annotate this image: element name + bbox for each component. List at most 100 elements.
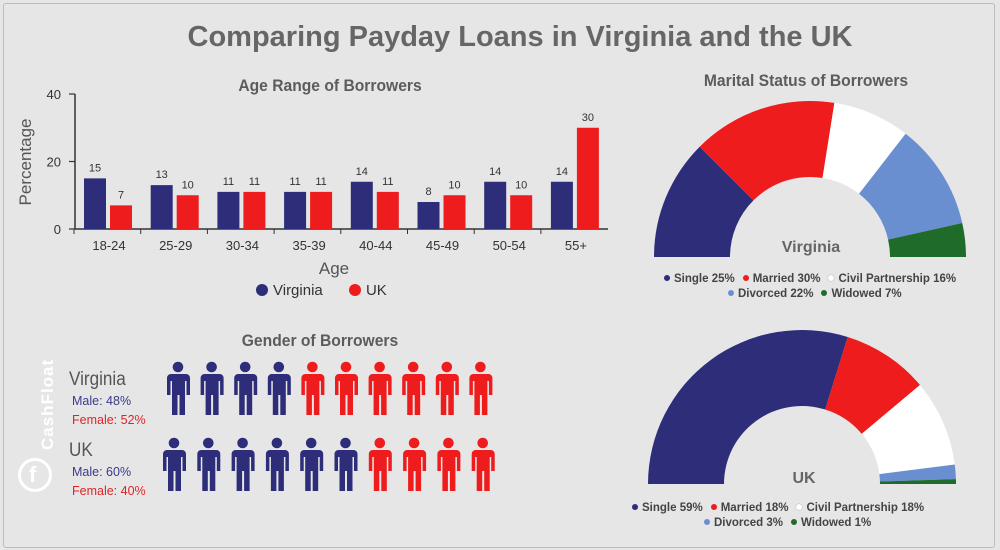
virginia-male-icon: [167, 361, 190, 415]
data-label: 10: [182, 179, 194, 191]
uk-female-icon: [437, 437, 461, 491]
donut-slice-married: [825, 336, 920, 434]
bar-virginia: [417, 202, 440, 229]
y-tick-label: 0: [54, 222, 61, 237]
data-label: 11: [289, 176, 300, 188]
person-body: [301, 374, 325, 415]
pie-legend-swatch: [704, 519, 710, 525]
pie-legend-label: Divorced 22%: [738, 288, 814, 300]
age-bar-chart: 0 20 40 Percentage Age 18-24 15 7 25-29 13 10 30-34…: [16, 87, 608, 278]
gender-uk-female: Female: 40%: [72, 484, 146, 498]
person-head: [408, 437, 420, 449]
gender-icon-grid: [163, 361, 495, 491]
bar-uk: [310, 191, 333, 229]
x-tick-label: 18-24: [92, 238, 125, 253]
person-body: [231, 450, 255, 491]
gender-uk-label: UK: [69, 440, 93, 461]
donut-slice-single: [648, 330, 848, 484]
data-label: 14: [489, 166, 501, 178]
x-tick-label: 35-39: [292, 238, 325, 253]
x-tick-label: 40-44: [359, 238, 392, 253]
uk-male-icon: [197, 437, 221, 491]
donut-slice-civil-partnership: [822, 102, 906, 194]
pie-legend-item: Civil Partnership 18%: [796, 502, 924, 514]
y-axis-label: Percentage: [16, 119, 35, 206]
bar-uk: [443, 195, 466, 229]
pie-legend-swatch: [632, 504, 638, 510]
person-body: [368, 450, 392, 491]
person-head: [475, 361, 486, 373]
person-head: [273, 361, 285, 373]
gender-virginia-label: Virginia: [69, 369, 126, 390]
virginia-male-icon: [267, 361, 291, 415]
donut-slice-civil-partnership: [861, 385, 955, 475]
legend-uk: UK: [348, 282, 387, 299]
pie-legend-item: Widowed 7%: [821, 288, 902, 300]
uk-female-icon: [403, 437, 427, 491]
bar-uk: [576, 127, 599, 229]
virginia-female-icon: [402, 361, 426, 415]
person-body: [437, 450, 461, 491]
x-tick-label: 55+: [565, 238, 587, 253]
person-body: [471, 450, 495, 491]
x-axis-label: Age: [319, 259, 349, 278]
person-body: [435, 374, 459, 415]
gender-virginia-male: Male: 48%: [72, 394, 132, 408]
pie-legend-label: Widowed 7%: [831, 288, 902, 300]
marital-chart-title: Marital Status of Borrowers: [703, 71, 909, 90]
gender-chart-title: Gender of Borrowers: [241, 331, 399, 350]
data-label: 7: [118, 189, 124, 201]
gender-virginia-female: Female: 52%: [72, 413, 146, 427]
person-head: [239, 361, 251, 373]
person-head: [203, 437, 214, 449]
pie-legend-swatch: [742, 275, 749, 281]
age-chart-title: Age Range of Borrowers: [238, 76, 422, 95]
person-body: [300, 450, 324, 491]
legend-uk-swatch: [348, 284, 361, 296]
x-tick-label: 45-49: [426, 238, 459, 253]
person-body: [265, 450, 289, 491]
bar-uk: [243, 191, 266, 229]
bar-virginia: [350, 181, 373, 229]
uk-male-icon: [300, 437, 324, 491]
pie-legend-label: Married 18%: [720, 502, 789, 514]
donut-slice-widowed: [879, 479, 956, 484]
person-head: [443, 437, 454, 449]
uk-donut-label: UK: [792, 470, 816, 487]
uk-male-icon: [231, 437, 255, 491]
pie-legend-item: Widowed 1%: [791, 517, 871, 529]
bar-virginia: [484, 181, 507, 229]
person-head: [374, 361, 385, 373]
pie-legend-label: Divorced 3%: [714, 517, 784, 529]
y-tick-label: 40: [47, 87, 61, 102]
x-tick-label: 25-29: [159, 238, 192, 253]
person-head: [340, 437, 351, 449]
data-label: 13: [156, 169, 168, 181]
bar-virginia: [284, 191, 307, 229]
virginia-marital-legend-row2: Divorced 22% Widowed 7%: [728, 286, 910, 302]
data-label: 10: [515, 179, 527, 191]
data-label: 8: [425, 186, 431, 198]
person-head: [168, 437, 180, 449]
person-body: [368, 374, 392, 415]
person-body: [163, 450, 186, 491]
legend-virginia-swatch: [256, 284, 268, 296]
pie-legend-item: Single 25%: [664, 273, 735, 285]
pie-legend-item: Divorced 22%: [728, 288, 813, 300]
virginia-female-icon: [469, 361, 493, 415]
pie-legend-item: Single 59%: [632, 502, 703, 514]
uk-female-icon: [471, 437, 495, 491]
virginia-female-icon: [368, 361, 392, 415]
y-tick-label: 20: [47, 155, 61, 170]
virginia-marital-donut: [654, 101, 966, 257]
bar-virginia: [217, 191, 240, 229]
person-head: [305, 437, 317, 449]
virginia-female-icon: [435, 361, 459, 415]
virginia-marital-legend-row1: Single 25% Married 30% Civil Partnership 1…: [664, 271, 964, 287]
person-head: [407, 361, 419, 373]
data-label: 11: [223, 176, 234, 188]
donut-slice-married: [699, 101, 835, 201]
person-head: [307, 361, 318, 373]
person-head: [271, 437, 283, 449]
donut-slice-divorced: [859, 133, 963, 240]
